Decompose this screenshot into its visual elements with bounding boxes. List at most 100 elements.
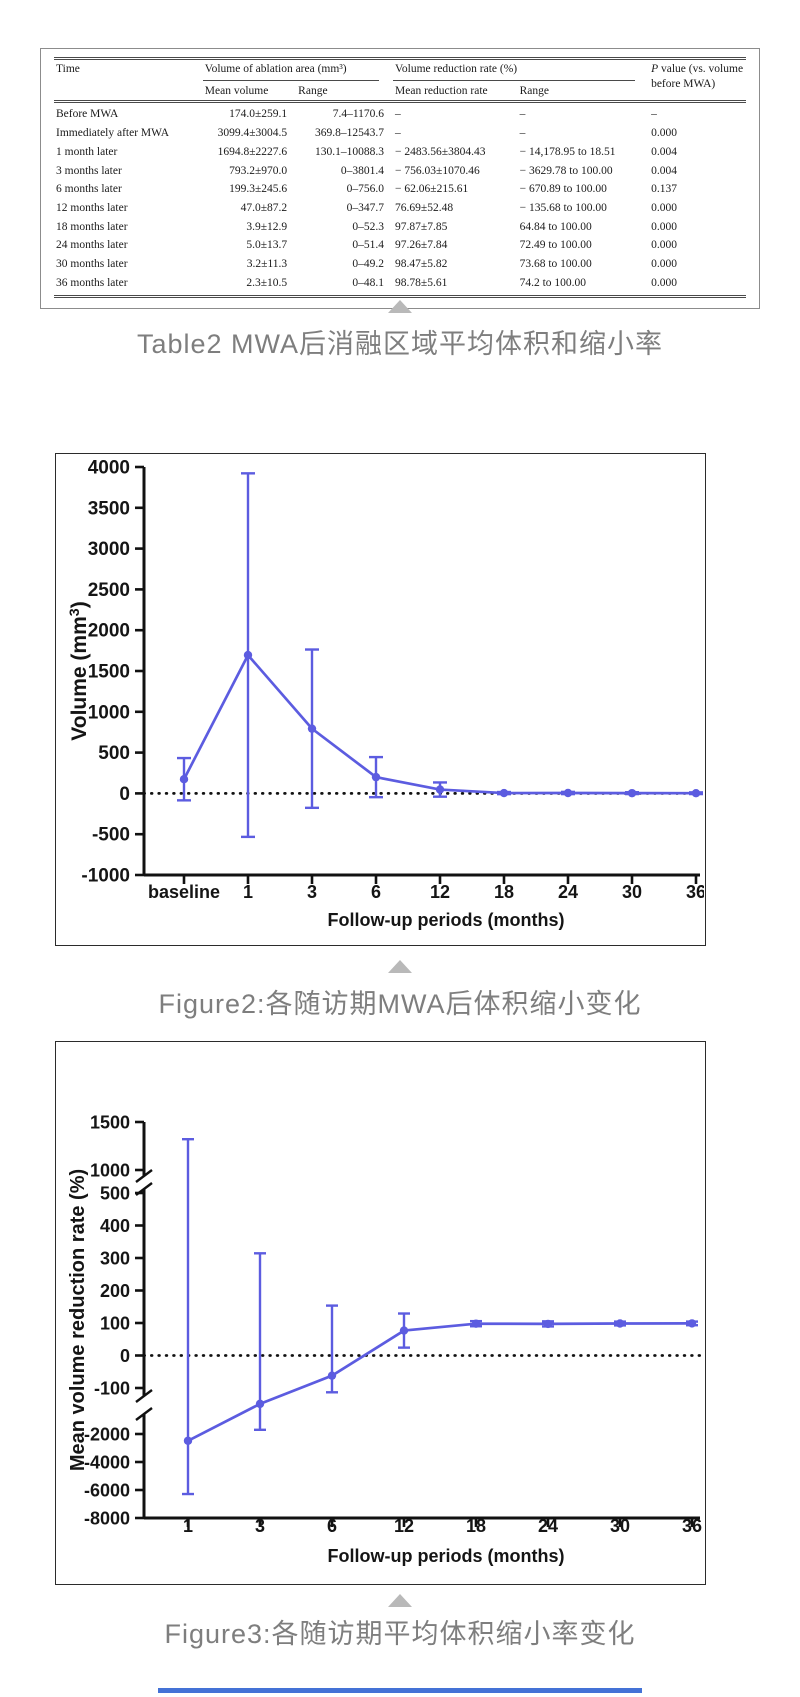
svg-text:1500: 1500 — [90, 1113, 130, 1133]
table-row: 6 months later 199.3±245.6 0–756.0− 62.06±… — [56, 183, 677, 196]
svg-text:1: 1 — [243, 882, 253, 902]
svg-text:500: 500 — [100, 1184, 130, 1204]
svg-text:1: 1 — [183, 1516, 193, 1536]
figure2-plot: 4000 3500 3000 2500 2000 1500 1000 500 0 -500 -100… — [67, 458, 704, 931]
table-row: Immediately after MWA 3099.4±3004.5 369.8–… — [56, 127, 677, 140]
data-point — [371, 772, 381, 782]
table-row: 1 month later 1694.8±2227.6 130.1–10088.3−… — [56, 145, 677, 158]
svg-text:0: 0 — [120, 1346, 130, 1366]
results-table: Time Volume of ablation area (mm³) Volum… — [54, 57, 746, 298]
col-header-range2: Range — [517, 81, 650, 104]
table-row: 18 months later 3.9±12.9 0–52.3 97.87±7.85 6… — [56, 220, 677, 233]
svg-text:0: 0 — [119, 784, 130, 805]
data-point — [435, 785, 445, 794]
table-row: Before MWA 174.0±259.1 7.4–1170.6– – – — [56, 108, 657, 121]
svg-text:2500: 2500 — [88, 580, 130, 601]
col-header-mean-reduction: Mean reduction rate — [393, 81, 518, 104]
data-point — [307, 724, 317, 733]
svg-text:4000: 4000 — [88, 458, 130, 479]
data-point — [691, 789, 701, 798]
svg-text:Mean volume reduction rate (%): Mean volume reduction rate (%) — [67, 1169, 89, 1471]
data-point — [327, 1371, 337, 1380]
col-header-pvalue: P value (vs. volume before MWA) — [649, 58, 746, 104]
svg-text:18: 18 — [494, 882, 514, 902]
svg-text:3: 3 — [255, 1516, 265, 1536]
data-point — [471, 1319, 481, 1328]
collapse-triangle-icon — [388, 300, 412, 313]
svg-text:Follow-up periods (months): Follow-up periods (months) — [328, 1546, 565, 1566]
results-table-body: Before MWA 174.0±259.1 7.4–1170.6– – – Immedi… — [54, 102, 746, 298]
figure2-chart-card: 4000 3500 3000 2500 2000 1500 1000 500 0 -500 -100… — [55, 453, 706, 946]
svg-text:12: 12 — [394, 1516, 414, 1536]
col-header-mean-volume: Mean volume — [202, 81, 297, 104]
figure3-chart-card: 1500 1000 500 400 300 200 100 0 -100 -2000 -4000 -6… — [55, 1041, 706, 1585]
data-point — [499, 788, 509, 798]
table-row: 24 months later 5.0±13.7 0–51.4 97.26±7.84 7… — [56, 239, 677, 252]
svg-text:36: 36 — [686, 882, 704, 902]
collapse-triangle-icon — [388, 1594, 412, 1607]
svg-text:3500: 3500 — [88, 498, 130, 519]
data-series — [177, 472, 703, 839]
data-series — [182, 1137, 698, 1496]
svg-text:2000: 2000 — [88, 621, 130, 642]
col-header-range1: Range — [296, 81, 394, 104]
figure3-plot: 150010005004003002001000-100-2000-4000-6… — [67, 1113, 702, 1567]
svg-text:-2000: -2000 — [84, 1425, 130, 1445]
table-subheader-row: Mean volume Range Mean reduction rate Ra… — [54, 81, 746, 104]
table-caption: Table2 MWA后消融区域平均体积和缩小率 — [136, 329, 664, 359]
table-row: 3 months later 793.2±970.0 0–3801.4− 756.0… — [56, 164, 677, 177]
svg-text:100: 100 — [100, 1314, 130, 1334]
svg-text:24: 24 — [538, 1516, 558, 1536]
svg-text:300: 300 — [100, 1249, 130, 1269]
svg-text:400: 400 — [100, 1216, 130, 1236]
svg-text:-500: -500 — [92, 825, 130, 846]
svg-text:12: 12 — [430, 882, 450, 902]
data-point — [255, 1399, 265, 1409]
svg-text:200: 200 — [100, 1281, 130, 1301]
svg-text:30: 30 — [622, 882, 642, 902]
axes — [135, 1120, 700, 1527]
svg-text:1500: 1500 — [88, 662, 130, 683]
svg-text:24: 24 — [558, 882, 578, 902]
table-row: 12 months later 47.0±87.2 0–347.7 76.69±52.… — [56, 202, 677, 215]
axes — [135, 465, 700, 884]
col-group-reduction: Volume reduction rate (%) — [393, 59, 649, 82]
svg-text:500: 500 — [98, 743, 130, 764]
figure3-caption: Figure3:各随访期平均体积缩小率变化 — [164, 1619, 636, 1649]
svg-text:-6000: -6000 — [84, 1481, 130, 1501]
svg-text:-1000: -1000 — [81, 866, 130, 887]
table-header-row: Time Volume of ablation area (mm³) Volum… — [54, 58, 746, 104]
data-point — [687, 1319, 697, 1328]
col-group-volume: Volume of ablation area (mm³) — [202, 59, 393, 82]
data-point — [563, 788, 573, 798]
svg-text:36: 36 — [682, 1516, 702, 1536]
svg-text:baseline: baseline — [148, 882, 220, 902]
svg-text:1000: 1000 — [88, 702, 130, 723]
svg-text:Volume (mm3): Volume (mm3) — [67, 601, 91, 740]
data-point — [179, 775, 189, 784]
svg-text:3000: 3000 — [88, 539, 130, 560]
svg-text:Follow-up periods (months): Follow-up periods (months) — [328, 910, 565, 930]
collapse-triangle-icon — [388, 960, 412, 973]
svg-text:6: 6 — [371, 882, 381, 902]
data-point — [615, 1319, 625, 1328]
data-point — [183, 1436, 193, 1445]
data-point — [543, 1319, 553, 1329]
svg-text:-100: -100 — [94, 1379, 130, 1399]
bottom-blue-bar — [158, 1688, 642, 1693]
data-point — [627, 788, 637, 798]
svg-text:-8000: -8000 — [84, 1509, 130, 1529]
svg-text:18: 18 — [466, 1516, 486, 1536]
table-row: 36 months later 2.3±10.5 0–48.1 98.78±5.61 7… — [54, 273, 746, 298]
data-point — [243, 650, 253, 660]
svg-text:3: 3 — [307, 882, 317, 902]
col-header-time: Time — [54, 58, 203, 104]
svg-text:30: 30 — [610, 1516, 630, 1536]
svg-text:6: 6 — [327, 1516, 337, 1536]
data-point — [399, 1326, 409, 1335]
svg-text:1000: 1000 — [90, 1161, 130, 1181]
svg-text:-4000: -4000 — [84, 1453, 130, 1473]
results-table-card: Time Volume of ablation area (mm³) Volum… — [40, 48, 760, 309]
figure2-caption: Figure2:各随访期MWA后体积缩小变化 — [158, 989, 642, 1019]
table-row: 30 months later 3.2±11.3 0–49.2 98.47±5.82 7… — [56, 258, 677, 271]
